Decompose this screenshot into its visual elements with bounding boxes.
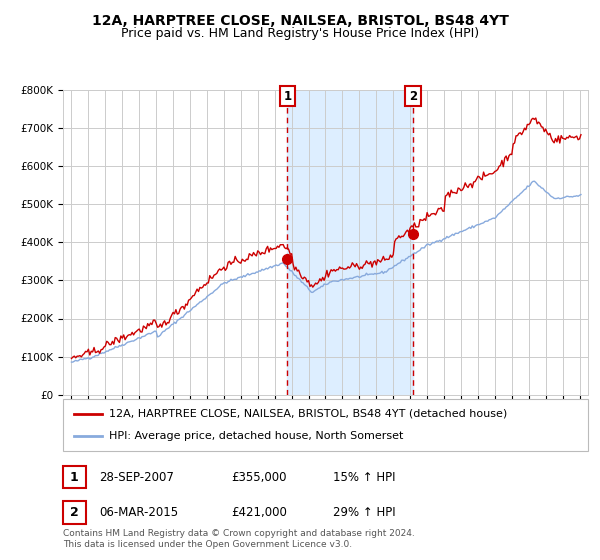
Text: 12A, HARPTREE CLOSE, NAILSEA, BRISTOL, BS48 4YT: 12A, HARPTREE CLOSE, NAILSEA, BRISTOL, B… (92, 14, 508, 28)
Text: 2: 2 (409, 90, 417, 102)
Text: 29% ↑ HPI: 29% ↑ HPI (333, 506, 395, 519)
Text: 1: 1 (70, 470, 79, 484)
Text: 15% ↑ HPI: 15% ↑ HPI (333, 470, 395, 484)
Text: 1: 1 (283, 90, 292, 102)
Text: £421,000: £421,000 (231, 506, 287, 519)
Text: 28-SEP-2007: 28-SEP-2007 (99, 470, 174, 484)
Text: HPI: Average price, detached house, North Somerset: HPI: Average price, detached house, Nort… (109, 431, 404, 441)
Text: 2: 2 (70, 506, 79, 519)
Bar (287, 90, 413, 395)
Text: £355,000: £355,000 (231, 470, 287, 484)
Text: Contains HM Land Registry data © Crown copyright and database right 2024.
This d: Contains HM Land Registry data © Crown c… (63, 529, 415, 549)
Text: Price paid vs. HM Land Registry's House Price Index (HPI): Price paid vs. HM Land Registry's House … (121, 27, 479, 40)
Text: 06-MAR-2015: 06-MAR-2015 (99, 506, 178, 519)
Text: 12A, HARPTREE CLOSE, NAILSEA, BRISTOL, BS48 4YT (detached house): 12A, HARPTREE CLOSE, NAILSEA, BRISTOL, B… (109, 409, 508, 419)
